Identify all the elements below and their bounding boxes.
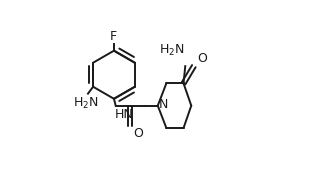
Text: H$_2$N: H$_2$N <box>159 43 184 58</box>
Text: O: O <box>133 127 143 140</box>
Text: F: F <box>110 30 117 43</box>
Text: H$_2$N: H$_2$N <box>72 96 98 111</box>
Text: N: N <box>159 98 168 111</box>
Text: HN: HN <box>115 108 134 121</box>
Text: O: O <box>197 52 207 65</box>
